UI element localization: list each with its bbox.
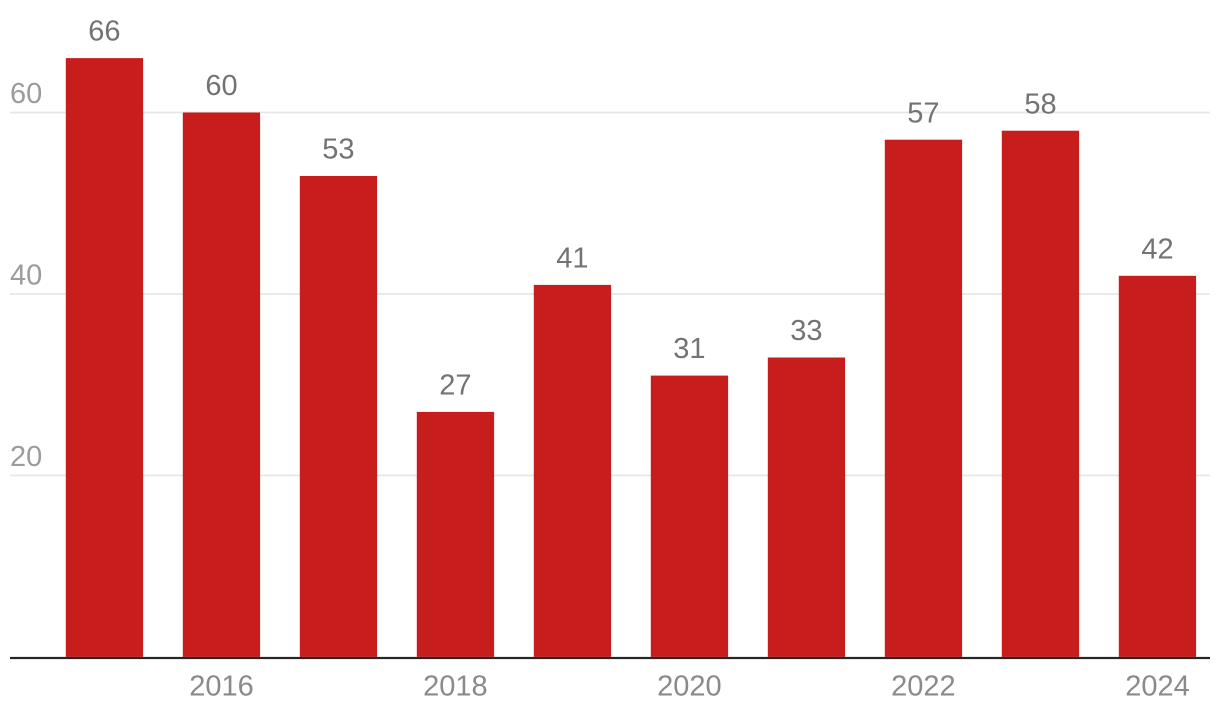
- svg-text:60: 60: [10, 78, 42, 110]
- svg-text:40: 40: [10, 260, 42, 292]
- svg-text:53: 53: [322, 134, 354, 166]
- svg-text:2024: 2024: [1125, 671, 1190, 703]
- svg-text:2020: 2020: [657, 671, 722, 703]
- svg-text:58: 58: [1024, 88, 1056, 120]
- svg-text:2022: 2022: [891, 671, 956, 703]
- svg-text:42: 42: [1141, 233, 1173, 265]
- svg-text:2018: 2018: [423, 671, 488, 703]
- svg-text:60: 60: [205, 70, 237, 102]
- svg-text:33: 33: [790, 315, 822, 347]
- svg-text:2016: 2016: [189, 671, 254, 703]
- svg-text:66: 66: [88, 16, 120, 48]
- svg-text:57: 57: [907, 97, 939, 129]
- svg-text:27: 27: [439, 370, 471, 402]
- svg-text:41: 41: [556, 243, 588, 275]
- svg-text:31: 31: [673, 333, 705, 365]
- svg-text:20: 20: [10, 441, 42, 473]
